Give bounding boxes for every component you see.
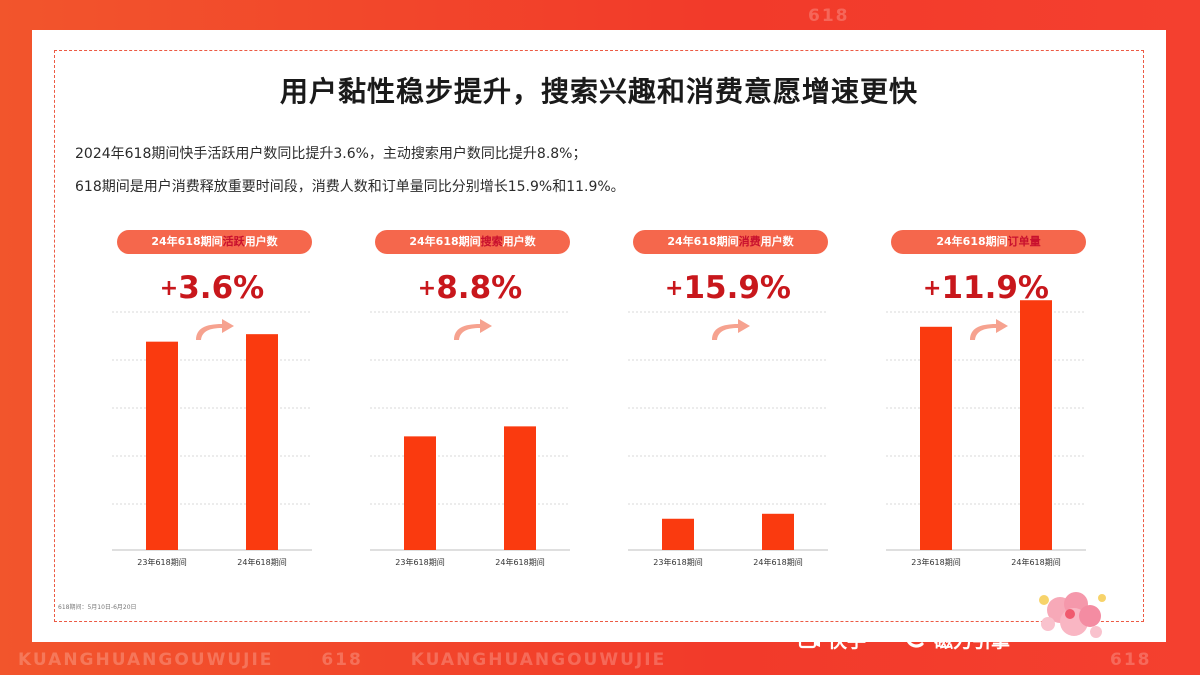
- metric-label-pill: 24年618期间订单量: [891, 230, 1086, 254]
- bar: [762, 513, 794, 550]
- metric-panel-search-users: 24年618期间搜索用户数 +8.8% 23年618期间 24年618期间: [370, 230, 570, 570]
- x-tick-label: 23年618期间: [911, 557, 960, 567]
- pill-highlight: 订单量: [1007, 235, 1041, 248]
- pill-highlight: 消费: [738, 235, 761, 248]
- bar: [404, 436, 436, 550]
- bar-chart: 23年618期间 24年618期间: [370, 311, 570, 567]
- bar: [920, 326, 952, 550]
- bar: [146, 341, 178, 550]
- trend-arrow-icon: [196, 319, 234, 340]
- bar: [246, 334, 278, 550]
- dashed-border: [54, 50, 1144, 622]
- bar: [504, 426, 536, 550]
- pill-prefix: 24年618期间: [409, 235, 481, 248]
- growth-percent: +8.8%: [370, 270, 570, 306]
- bar-chart: 23年618期间 24年618期间: [112, 311, 312, 567]
- x-tick-label: 23年618期间: [137, 557, 186, 567]
- decorative-flower-icon: [1039, 592, 1106, 638]
- page-title: 用户黏性稳步提升，搜索兴趣和消费意愿增速更快: [279, 75, 918, 108]
- brand-separator: ·: [886, 624, 894, 648]
- brand-cili-engine: 磁力引擎: [934, 630, 1011, 652]
- pill-highlight: 搜索: [480, 235, 503, 248]
- pill-suffix: 用户数: [760, 235, 794, 248]
- plus-sign: +: [923, 276, 942, 301]
- x-tick-label: 23年618期间: [395, 557, 444, 567]
- x-tick-label: 24年618期间: [1011, 557, 1060, 567]
- trend-arrow-icon: [712, 319, 750, 340]
- trend-arrow-icon: [454, 319, 492, 340]
- metric-label-pill: 24年618期间消费用户数: [633, 230, 828, 254]
- cili-engine-logo-icon: [905, 626, 928, 648]
- bar: [662, 518, 694, 550]
- watermark-top: 618: [808, 6, 850, 26]
- description-line-2: 618期间是用户消费释放重要时间段，消费人数和订单量同比分别增长15.9%和11…: [75, 179, 625, 195]
- growth-value: 8.8%: [436, 270, 523, 306]
- footnote: 618期间：5月10日-6月20日: [58, 604, 137, 611]
- growth-percent: +3.6%: [112, 270, 312, 306]
- metric-panel-orders: 24年618期间订单量 +11.9% 23年618期间 24年618期间: [886, 230, 1086, 570]
- x-tick-label: 24年618期间: [495, 557, 544, 567]
- pill-suffix: 用户数: [244, 235, 278, 248]
- description-line-1: 2024年618期间快手活跃用户数同比提升3.6%，主动搜索用户数同比提升8.8…: [75, 146, 587, 162]
- bar: [1020, 300, 1052, 550]
- bar-chart: 23年618期间 24年618期间: [886, 300, 1086, 567]
- content-card: 用户黏性稳步提升，搜索兴趣和消费意愿增速更快 2024年618期间快手活跃用户数…: [32, 30, 1166, 642]
- pill-highlight: 活跃: [222, 235, 245, 248]
- brand-kuaishou: 快手: [828, 630, 867, 652]
- metric-label-pill: 24年618期间活跃用户数: [117, 230, 312, 254]
- x-tick-label: 24年618期间: [753, 557, 802, 567]
- trend-arrow-icon: [970, 319, 1008, 340]
- plus-sign: +: [417, 276, 437, 301]
- pill-prefix: 24年618期间: [936, 235, 1008, 248]
- watermark-right: 618: [1110, 650, 1152, 670]
- pill-suffix: 用户数: [502, 235, 536, 248]
- plus-sign: +: [159, 276, 179, 301]
- watermark-text: 618: [321, 650, 363, 670]
- metric-panel-consumer-users: 24年618期间消费用户数 +15.9% 23年618期间 24年618期间: [628, 230, 828, 570]
- watermark-bottom: KUANGHUANGOUWUJIE 618 KUANGHUANGOUWUJIE: [18, 650, 706, 670]
- metric-label-pill: 24年618期间搜索用户数: [375, 230, 570, 254]
- growth-percent: +15.9%: [628, 270, 828, 306]
- metric-panel-active-users: 24年618期间活跃用户数 +3.6% 23年618期间 24年618期间: [112, 230, 312, 570]
- pill-prefix: 24年618期间: [667, 235, 739, 248]
- growth-value: 11.9%: [941, 270, 1049, 306]
- growth-value: 15.9%: [683, 270, 791, 306]
- watermark-text: KUANGHUANGOUWUJIE: [410, 650, 667, 670]
- x-tick-label: 24年618期间: [237, 557, 286, 567]
- kuaishou-logo-icon: [798, 627, 820, 649]
- brand-logo-bar: 快手 · 磁力引擎: [748, 612, 1048, 664]
- growth-value: 3.6%: [178, 270, 265, 306]
- watermark-text: KUANGHUANGOUWUJIE: [18, 650, 274, 670]
- bar-chart: 23年618期间 24年618期间: [628, 311, 828, 567]
- pill-prefix: 24年618期间: [151, 235, 223, 248]
- plus-sign: +: [665, 276, 684, 301]
- growth-percent: +11.9%: [886, 270, 1086, 306]
- x-tick-label: 23年618期间: [653, 557, 702, 567]
